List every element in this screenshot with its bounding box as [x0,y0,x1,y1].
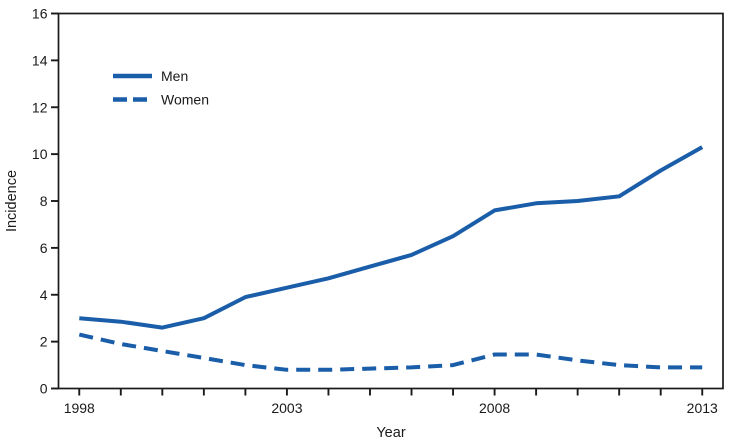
x-tick-label: 2013 [687,400,718,416]
y-axis-title: Incidence [4,170,20,232]
y-tick-label: 4 [40,287,48,303]
y-tick-label: 6 [40,240,48,256]
x-tick-label: 2003 [271,400,302,416]
legend: Men Women [113,68,209,108]
legend-men-label: Men [161,68,188,84]
y-tick-label: 16 [32,6,48,22]
x-tick-label: 2008 [479,400,510,416]
plot-frame [57,12,724,390]
y-tick-label: 8 [40,193,48,209]
series-lines [78,145,704,372]
y-tick-label: 10 [32,146,48,162]
x-axis-title: Year [376,425,405,441]
y-tick-label: 12 [32,99,48,115]
y-tick-label: 2 [40,334,48,350]
men-series-line [79,145,704,330]
y-axis: 0 2 4 6 8 10 12 14 16 [32,6,59,397]
y-tick-label: 0 [40,381,48,397]
women-series-line [78,332,703,372]
x-axis: 1998 2003 2008 2013 [64,388,718,416]
x-tick-label: 1998 [64,400,95,416]
y-tick-label: 14 [32,52,48,68]
legend-women-label: Women [161,92,209,108]
